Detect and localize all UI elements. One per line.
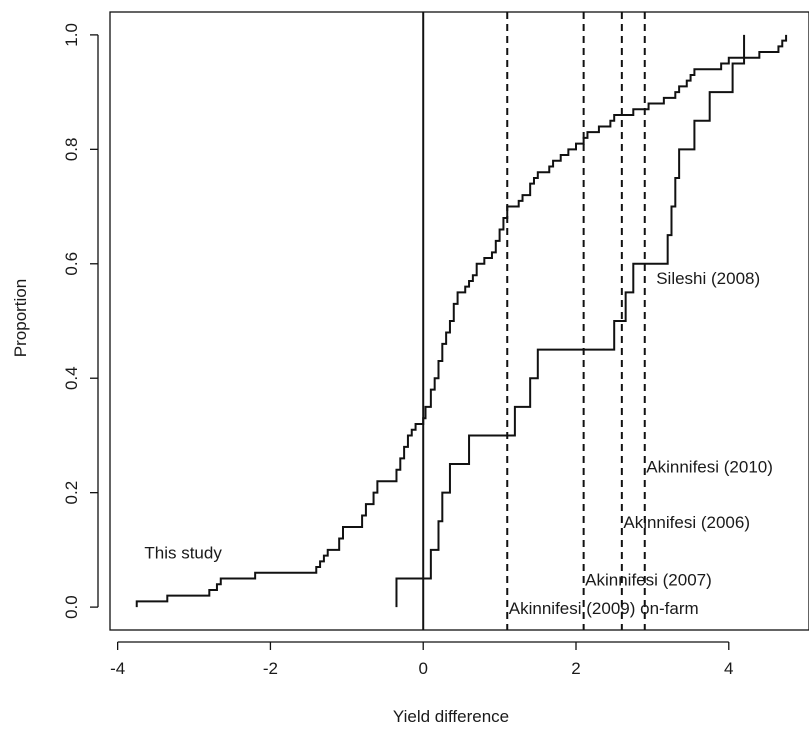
y-tick-label: 1.0 xyxy=(62,23,81,47)
y-tick-label: 0.6 xyxy=(62,252,81,276)
plot-frame xyxy=(109,11,809,631)
annotation-label: This study xyxy=(144,543,222,562)
annotation-label: Akinnifesi (2010) xyxy=(646,458,773,477)
y-tick-label: 0.0 xyxy=(62,595,81,619)
y-axis: 0.0 0.2 0.4 0.6 0.8 1.0 xyxy=(62,23,99,619)
x-tick-label: -2 xyxy=(263,659,278,678)
series-line-1 xyxy=(395,34,746,608)
annotation-label: Akinnifesi (2006) xyxy=(623,513,750,532)
x-tick-label: -4 xyxy=(110,659,125,678)
annotation-label: Akinnifesi (2009) on-farm xyxy=(509,599,699,618)
y-tick-label: 0.4 xyxy=(62,366,81,390)
y-axis-label: Proportion xyxy=(11,279,30,357)
ecdf-series xyxy=(135,34,788,608)
series-line-0 xyxy=(135,34,788,608)
x-tick-label: 4 xyxy=(724,659,733,678)
reference-lines xyxy=(422,12,646,630)
x-tick-label: 2 xyxy=(571,659,580,678)
annotation-label: Akinnifesi (2007) xyxy=(585,570,712,589)
y-tick-label: 0.2 xyxy=(62,481,81,505)
annotation-label: Sileshi (2008) xyxy=(656,269,760,288)
annotations: This study Sileshi (2008) Akinnifesi (2010… xyxy=(144,269,773,618)
y-tick-label: 0.8 xyxy=(62,138,81,162)
x-tick-label: 0 xyxy=(418,659,427,678)
x-axis-label: Yield difference xyxy=(393,707,509,726)
x-axis: -4 -2 0 2 4 xyxy=(110,641,734,678)
